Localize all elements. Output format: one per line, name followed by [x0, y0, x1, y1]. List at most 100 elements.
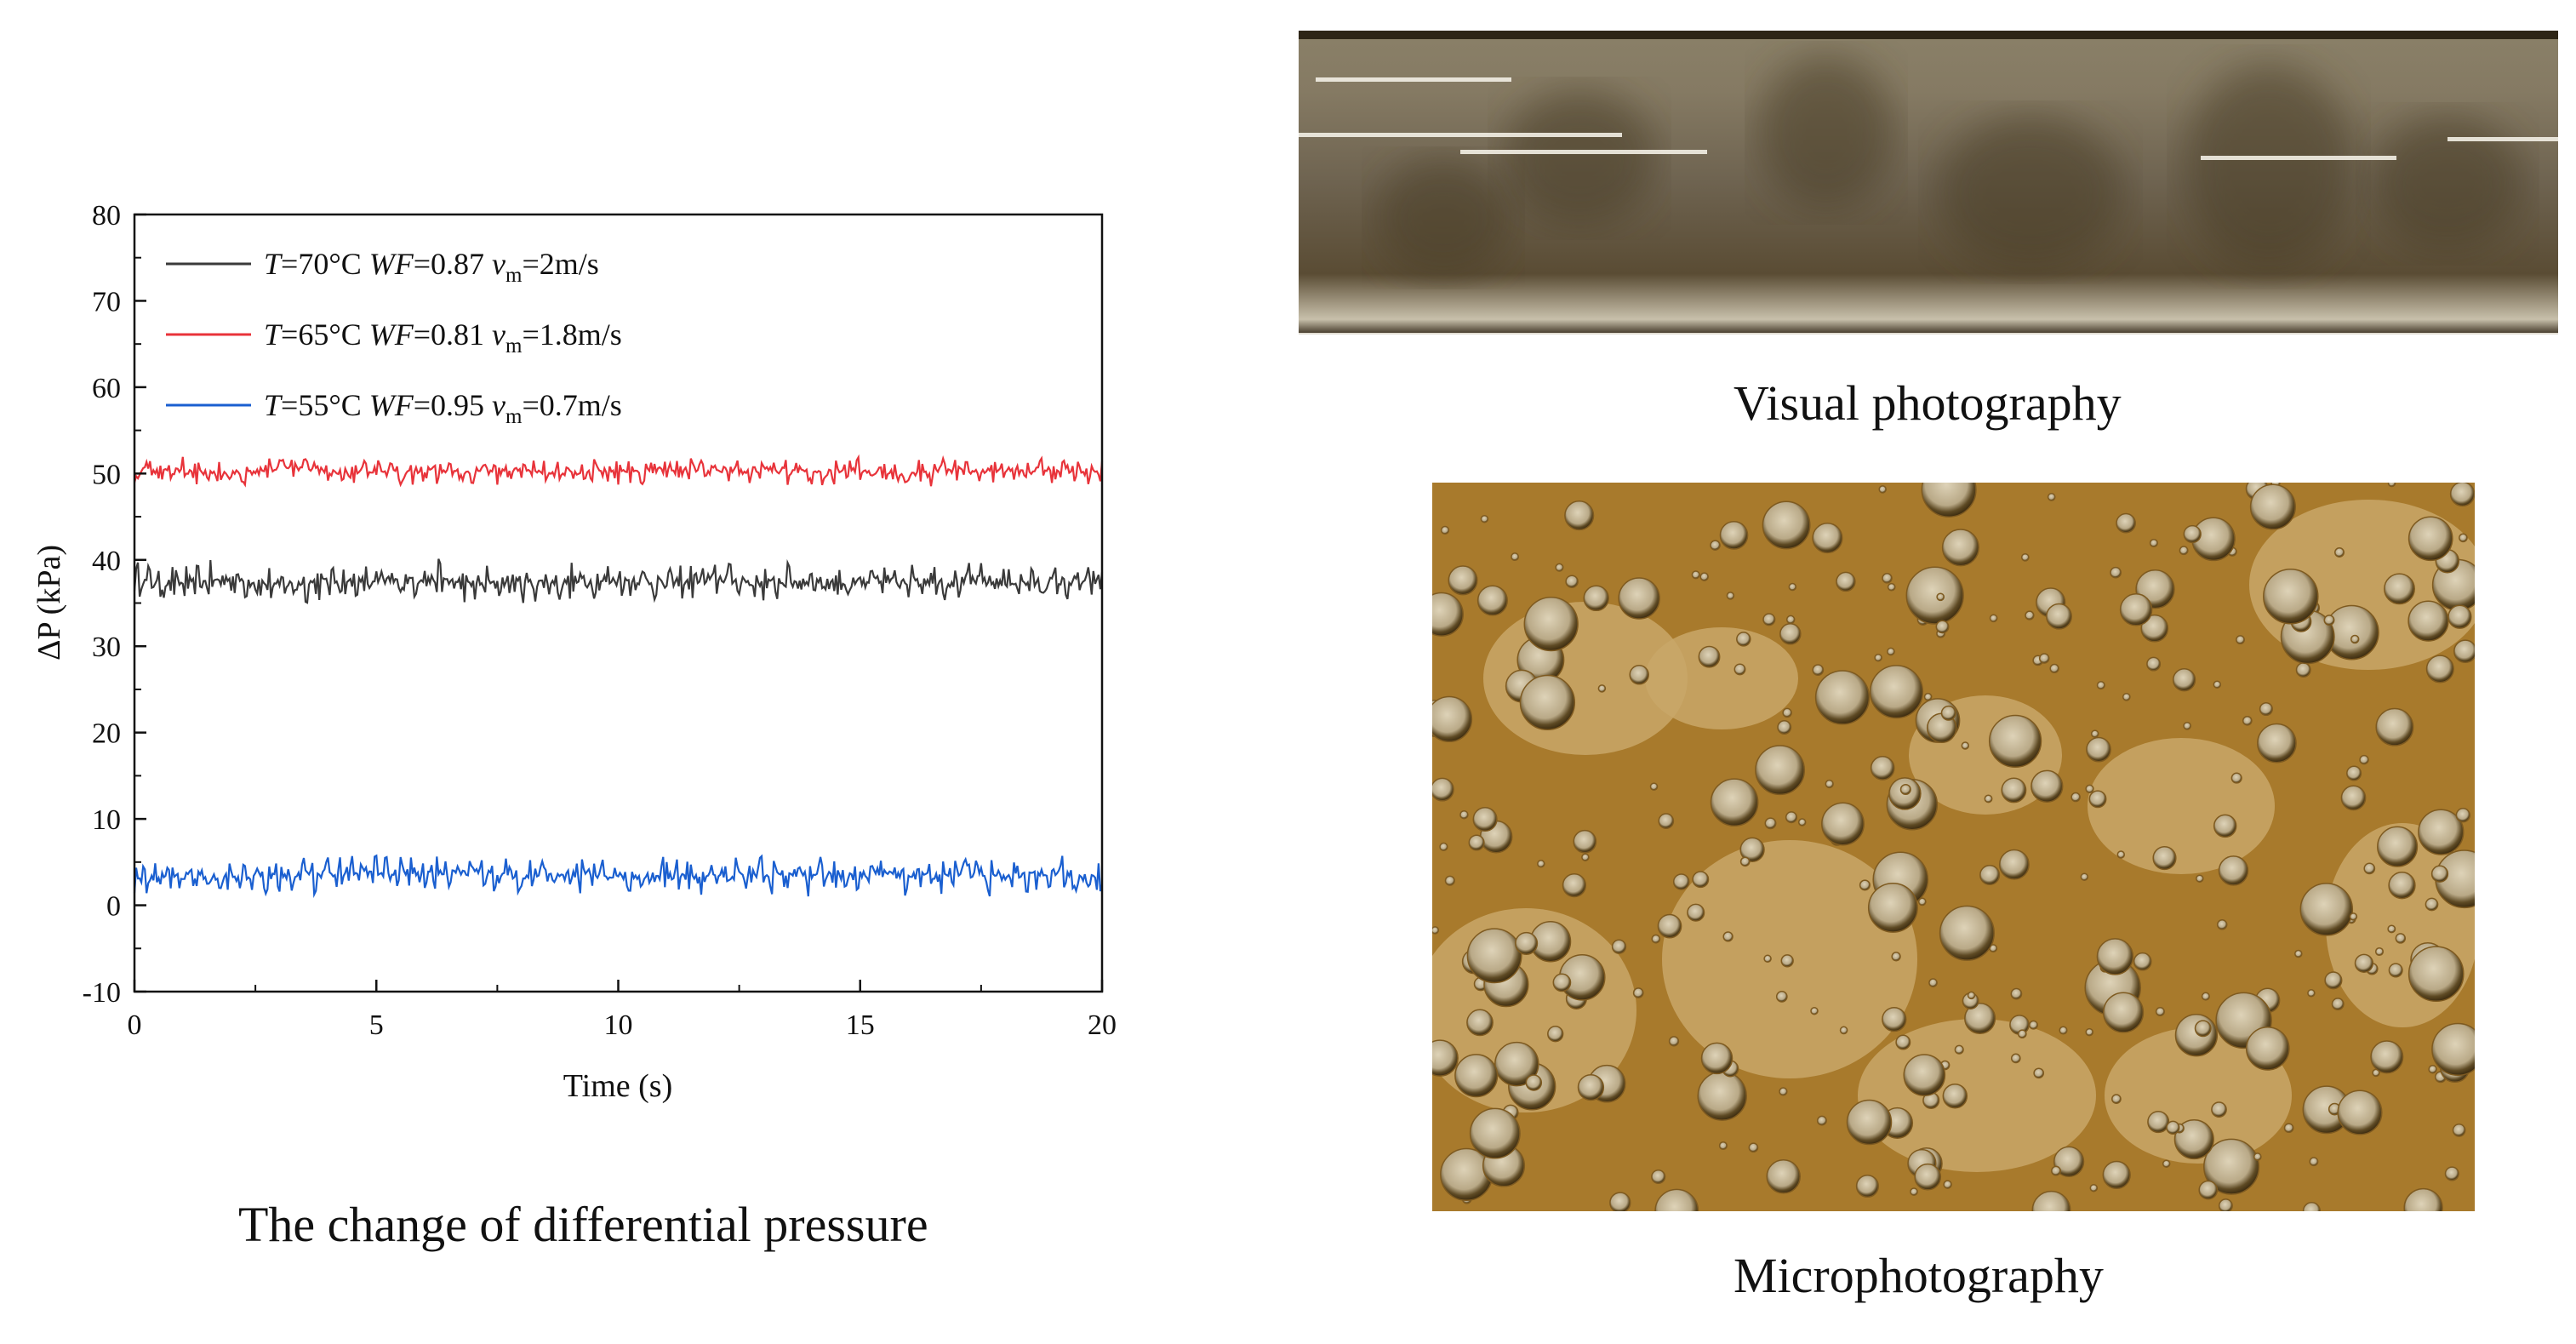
- droplet: [1914, 1163, 1942, 1191]
- droplet: [1762, 500, 1811, 550]
- x-tick-label-10: 10: [604, 1009, 633, 1041]
- pipe-flow-image: [1299, 31, 2558, 335]
- droplet: [2453, 639, 2475, 664]
- droplet: [2370, 1040, 2404, 1074]
- droplet: [2230, 772, 2242, 784]
- droplet: [1581, 853, 1590, 861]
- y-tick-label-10: 10: [92, 804, 121, 836]
- droplet: [2089, 1183, 2099, 1192]
- legend-entry-2: T=65°C WF=0.81 vm=1.8m/s: [264, 317, 622, 357]
- flow-shadow: [1758, 56, 1894, 209]
- droplet: [2431, 1022, 2475, 1077]
- droplet: [1867, 882, 1918, 933]
- droplet: [1967, 991, 1976, 1000]
- droplet: [2307, 989, 2316, 998]
- droplet: [2331, 998, 2345, 1011]
- droplet: [2119, 593, 2153, 626]
- droplet: [2147, 1111, 2170, 1134]
- droplet: [1537, 860, 1545, 868]
- droplet: [2051, 1165, 2061, 1176]
- droplet: [1762, 613, 1776, 626]
- droplet: [2299, 883, 2354, 936]
- droplet: [1555, 563, 1564, 572]
- droplet: [2377, 826, 2419, 867]
- light-streak: [1299, 333, 2558, 335]
- droplet: [2324, 971, 2343, 990]
- droplet: [2071, 792, 2081, 803]
- droplet: [1583, 585, 1609, 612]
- droplet: [2155, 1006, 2165, 1017]
- droplet: [2350, 634, 2360, 644]
- droplet: [1988, 714, 2042, 769]
- droplet: [2174, 1014, 2219, 1057]
- droplet: [2001, 777, 2027, 804]
- droplet: [1562, 872, 1587, 898]
- legend-entry-3: T=55°C WF=0.95 vm=0.7m/s: [264, 388, 622, 428]
- droplet: [2283, 1123, 2294, 1134]
- droplet: [1448, 565, 1478, 596]
- droplet: [1519, 674, 1576, 731]
- droplet: [2059, 1026, 2068, 1035]
- droplet: [2172, 668, 2196, 692]
- droplet: [2111, 1094, 2122, 1104]
- droplet: [2010, 1053, 2021, 1064]
- legend-part-v: v: [492, 388, 505, 422]
- droplet: [1439, 842, 1448, 852]
- droplet: [2053, 1146, 2085, 1177]
- droplet: [2449, 483, 2475, 507]
- droplet: [1882, 1006, 1907, 1032]
- legend-part-wf: =0.81: [414, 317, 492, 352]
- droplet: [2116, 850, 2126, 859]
- droplet: [1432, 695, 1473, 743]
- droplet: [2259, 701, 2273, 717]
- droplet: [2444, 1166, 2459, 1181]
- droplet: [2102, 1160, 2131, 1190]
- droplet: [1895, 1034, 1911, 1050]
- light-streak: [1316, 77, 1511, 82]
- legend-part-sub: m: [505, 264, 523, 287]
- droplet: [1719, 521, 1749, 550]
- droplet: [1565, 575, 1579, 588]
- droplet: [2430, 865, 2449, 883]
- droplet: [1515, 931, 1539, 955]
- series-line-2: [133, 454, 1104, 488]
- droplet: [1469, 1107, 1521, 1159]
- droplet: [1878, 485, 1887, 494]
- droplet: [1763, 954, 1772, 964]
- droplet: [1525, 1074, 1543, 1091]
- x-tick-label-5: 5: [369, 1009, 384, 1041]
- droplet: [2428, 1064, 2437, 1074]
- droplet: [2388, 963, 2403, 978]
- droplet: [1691, 570, 1700, 580]
- droplet: [2088, 790, 2107, 809]
- x-tick-label-0: 0: [128, 1009, 142, 1041]
- droplet: [1687, 903, 1705, 922]
- droplet: [2359, 754, 2369, 765]
- pipe-edge-top: [1299, 31, 2558, 39]
- droplet: [1779, 623, 1802, 645]
- legend-part-v: v: [492, 247, 505, 281]
- droplet: [1921, 483, 1977, 518]
- droplet: [2384, 573, 2415, 605]
- droplet: [2173, 1119, 2214, 1160]
- droplet: [2149, 538, 2158, 548]
- series-layer: [133, 454, 1104, 899]
- droplet: [1432, 926, 1440, 935]
- droplet: [1859, 879, 1871, 891]
- droplet: [2459, 533, 2468, 543]
- droplet: [1573, 829, 1597, 854]
- droplet: [1564, 500, 1595, 531]
- droplet: [1698, 645, 1721, 668]
- droplet: [2374, 947, 2385, 957]
- droplet: [2388, 872, 2416, 900]
- droplet: [1476, 585, 1508, 616]
- droplet: [2116, 512, 2136, 534]
- y-tick-label-30: 30: [92, 632, 121, 663]
- droplet: [1468, 834, 1485, 851]
- droplet: [2086, 736, 2111, 763]
- droplet: [1658, 813, 1675, 829]
- visual-photograph: [1299, 31, 2558, 335]
- droplet: [2245, 1027, 2290, 1071]
